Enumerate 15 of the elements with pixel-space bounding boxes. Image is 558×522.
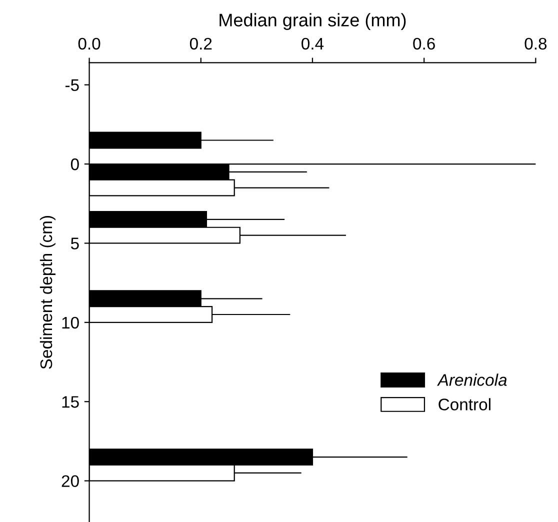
y-tick-label: 10 [62, 316, 79, 329]
y-tick-label: -5 [65, 79, 79, 92]
y-tick-label: 5 [70, 238, 79, 250]
x-tick-label: 0.8 [524, 38, 547, 50]
x-tick-label: 0.0 [78, 38, 100, 50]
x-tick-label: 0.4 [302, 38, 324, 50]
y-axis-title: Sediment depth (cm) [40, 216, 56, 369]
legend-label: Arenicola [436, 374, 507, 386]
x-axis-title: Median grain size (mm) [220, 13, 406, 30]
y-tick-label: 20 [62, 475, 79, 488]
y-tick-label: 15 [62, 396, 79, 408]
x-tick-label: 0.2 [190, 38, 212, 50]
x-tick-label: 0.6 [413, 38, 435, 50]
y-tick-label: 0 [70, 158, 79, 170]
legend-label: Control [438, 398, 490, 410]
